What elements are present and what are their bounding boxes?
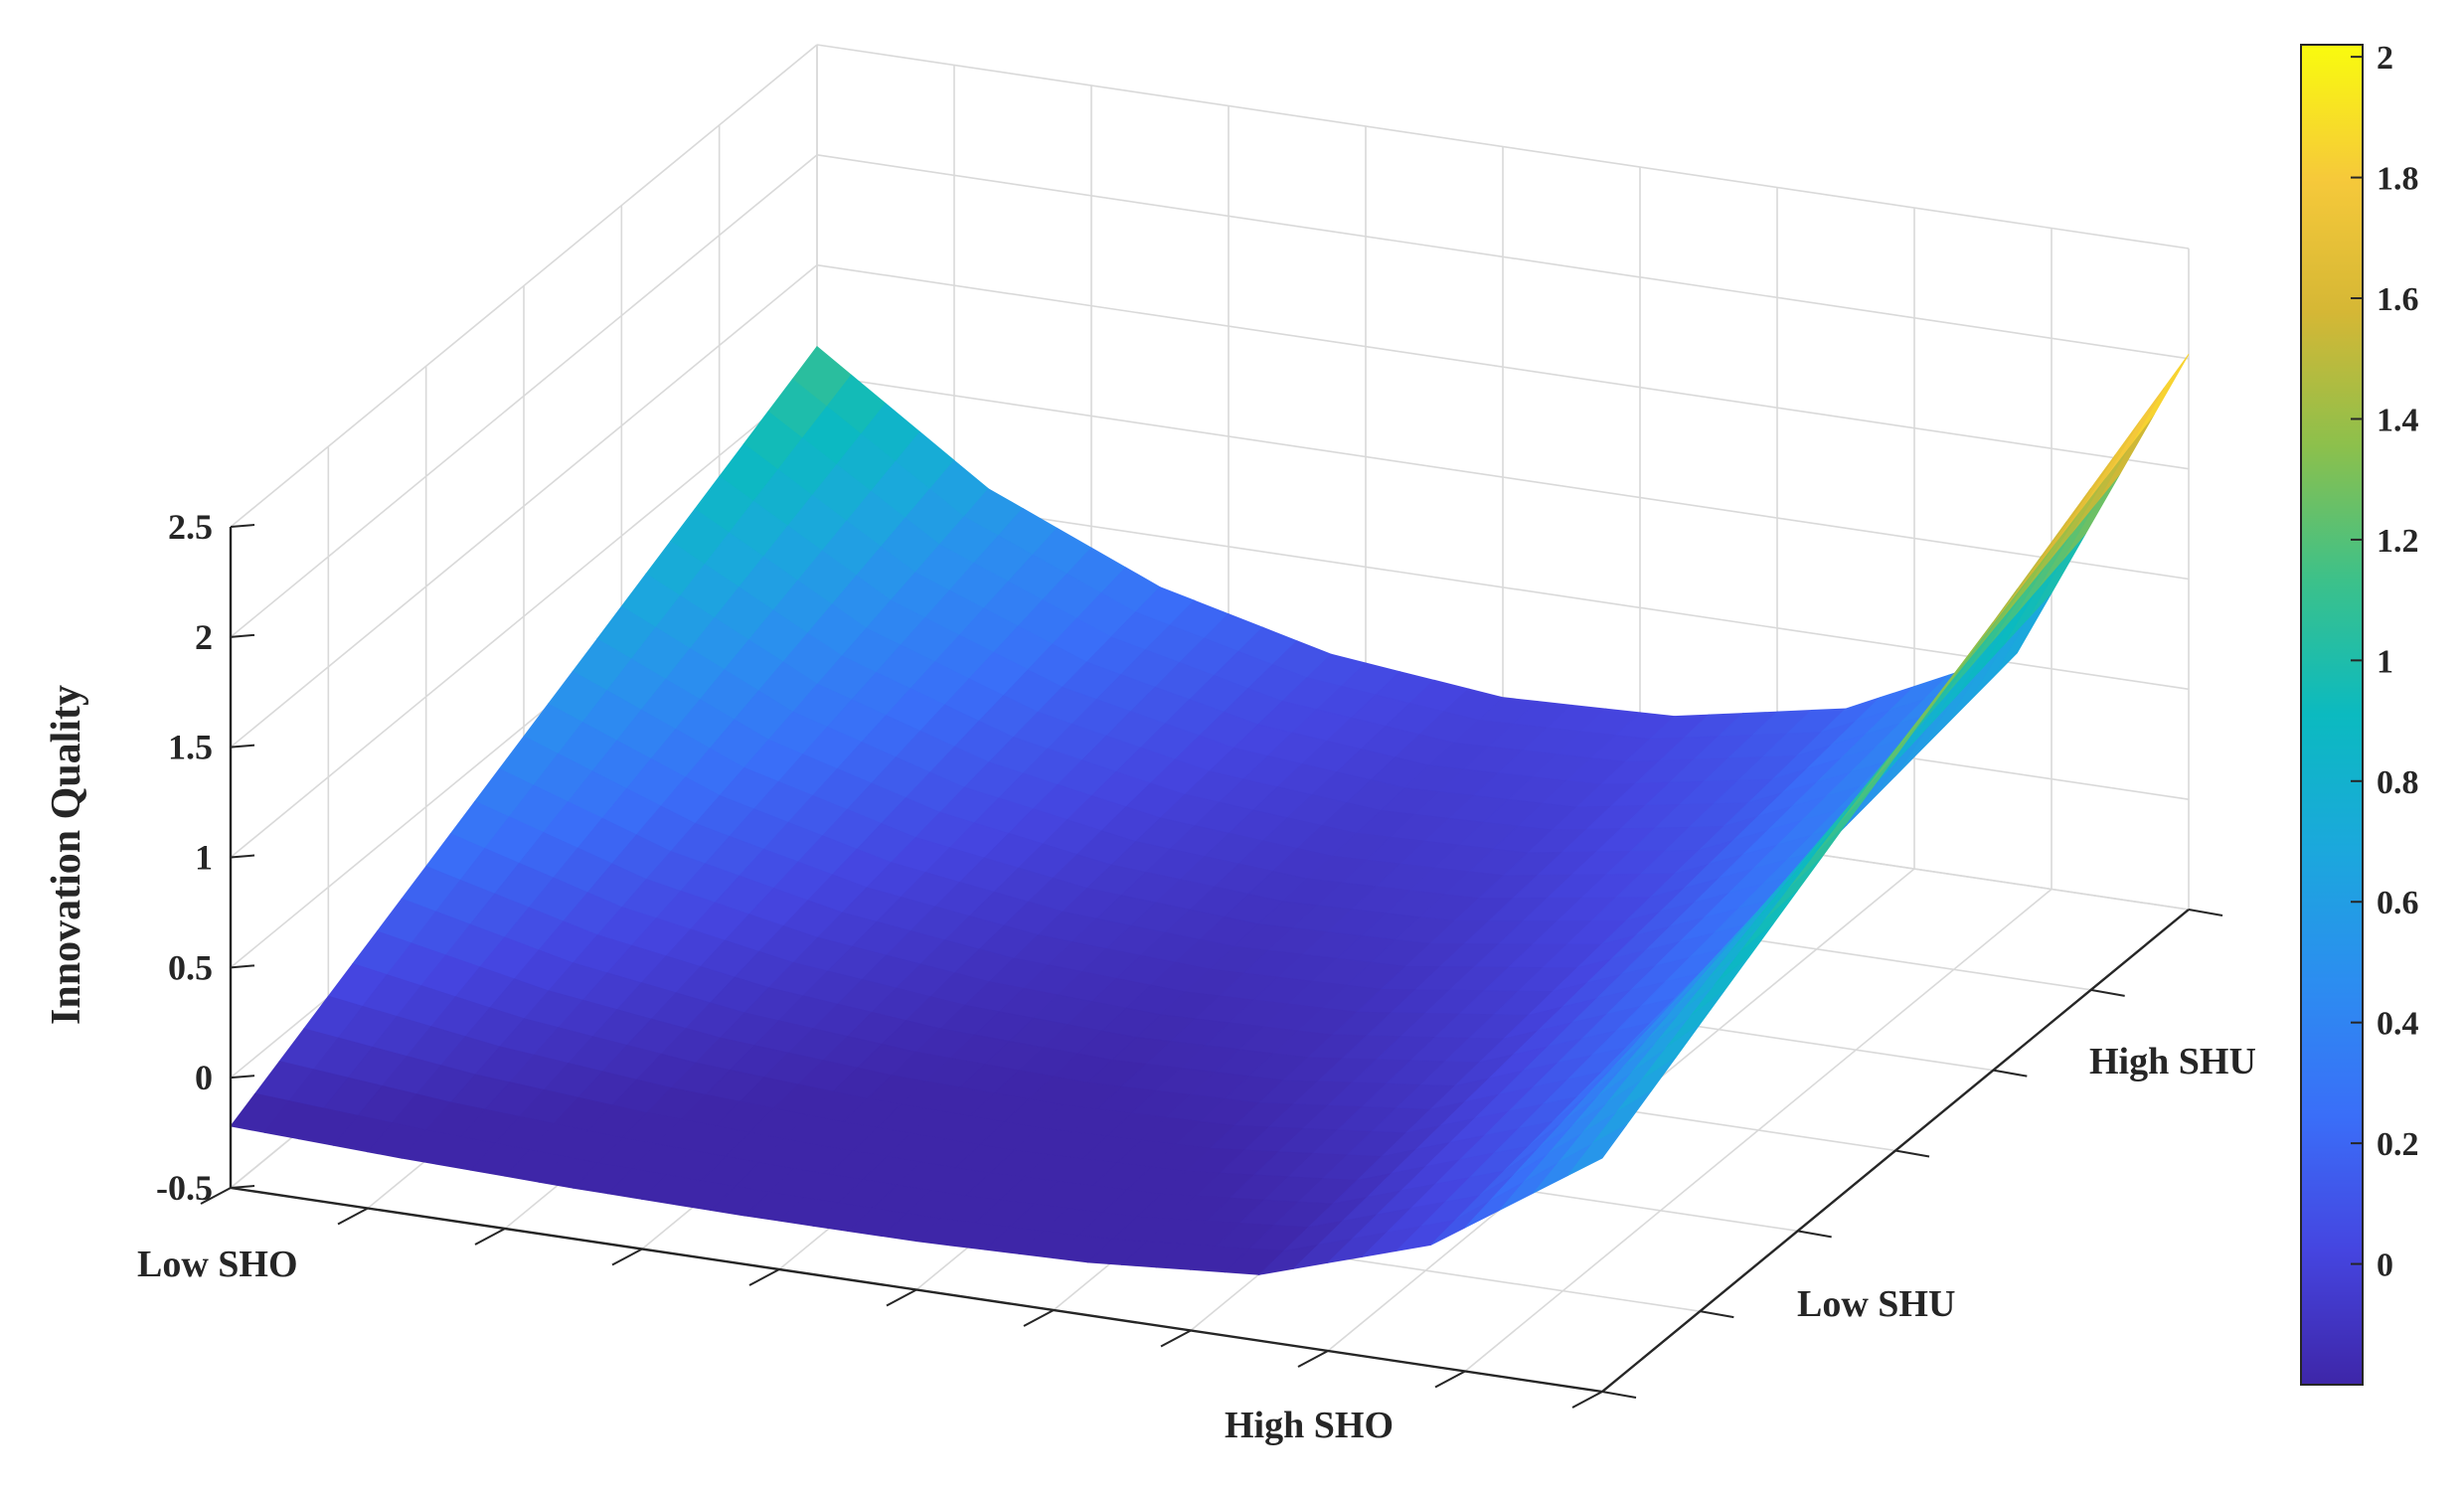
colorbar-tick-label: 1 [2377,643,2393,680]
surface-patch [2129,354,2190,446]
x-tick-label-low: Low SHO [137,1244,298,1285]
colorbar-tick-label: 0.6 [2377,885,2419,921]
colorbar-tick-label: 1.2 [2377,523,2419,560]
surface-patch [1567,1123,1627,1176]
colorbar-tick-label: 1.8 [2377,161,2419,198]
colorbar-tick-label: 0.8 [2377,764,2419,801]
z-tick-label: 0.5 [168,947,213,987]
surface-patch [2095,414,2155,504]
z-tick-label: 2.5 [168,507,213,547]
surface-patch [2036,503,2096,590]
colorbar-tick-label: 1.6 [2377,281,2419,318]
z-tick-label: 1.5 [168,728,213,767]
colorbar-gradient [2300,44,2364,1386]
colorbar-tick-label: 0.2 [2377,1126,2419,1163]
y-tick-label-low: Low SHU [1797,1283,1955,1325]
z-tick-label: 1 [195,838,213,878]
colorbar-tick-label: 0 [2377,1248,2393,1284]
z-axis-ticks: -0.5 0 0.5 1 1.5 2 2.5 [156,507,255,1208]
z-tick-label: 2 [195,617,213,657]
colorbar-tick-label: 2 [2377,40,2393,77]
z-tick-label: -0.5 [156,1168,213,1208]
x-tick-label-high: High SHO [1225,1405,1394,1446]
surface [230,346,2190,1275]
colorbar-tick-label: 0.4 [2377,1006,2419,1043]
z-tick-label: 0 [195,1058,213,1097]
colorbar: 0 0.2 0.4 0.6 0.8 1 1.2 1.4 1.6 1.8 2 [2300,40,2419,1386]
colorbar-tick-label: 1.4 [2377,402,2419,438]
z-axis-title: Innovation Quality [44,685,89,1025]
y-tick-label-high: High SHU [2089,1041,2256,1082]
colorbar-ticks: 0 0.2 0.4 0.6 0.8 1 1.2 1.4 1.6 1.8 2 [2351,40,2419,1284]
surface-patch [2070,445,2131,535]
